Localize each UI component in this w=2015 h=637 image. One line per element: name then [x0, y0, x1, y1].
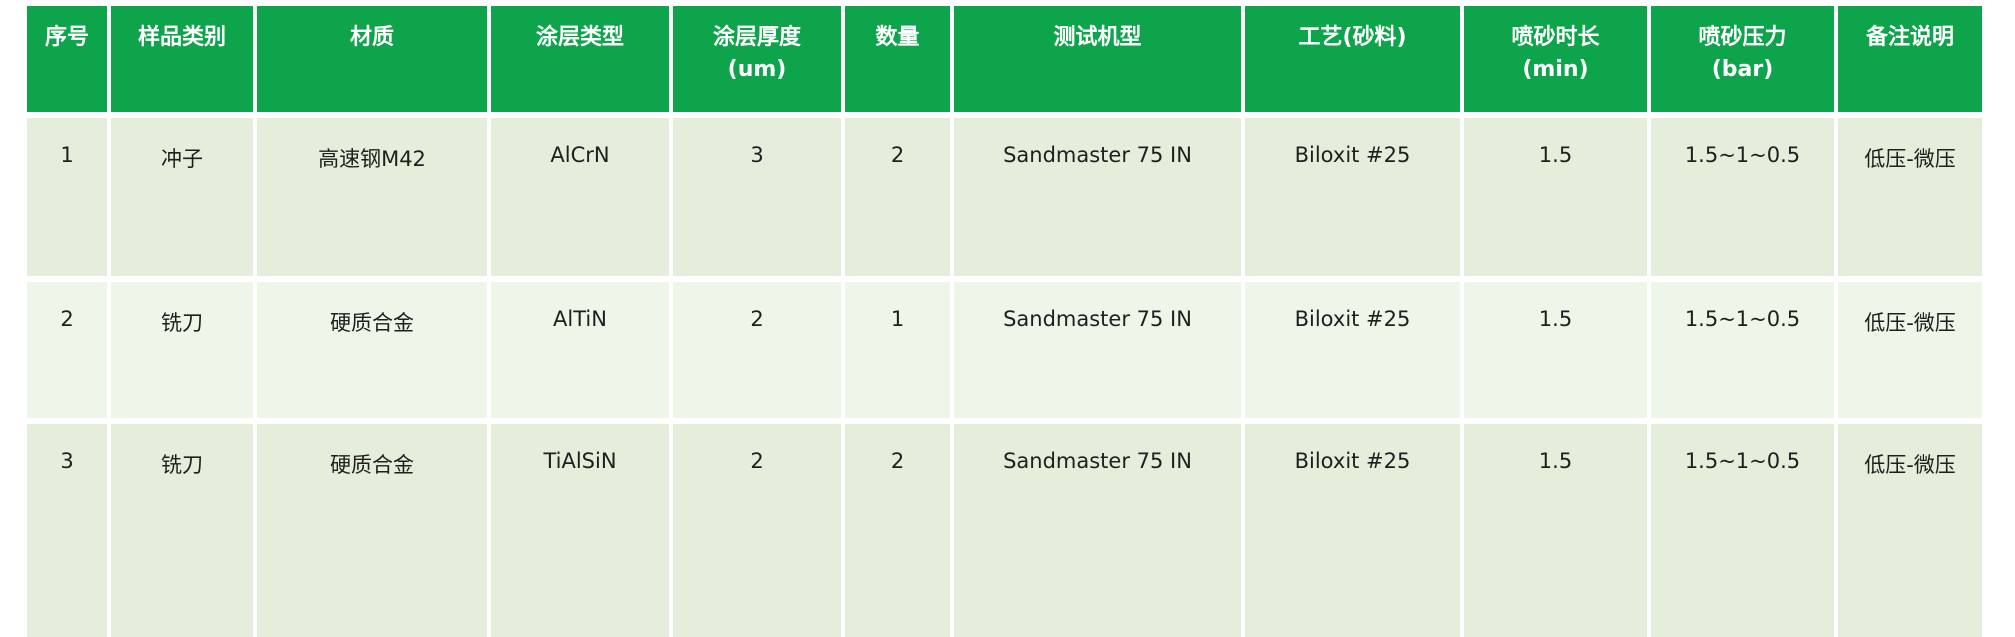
- cell-quantity: 2: [845, 424, 950, 637]
- cell-blasting-duration: 1.5: [1464, 424, 1647, 637]
- header-row: 序号 样品类别 材质 涂层类型 涂层厚度 (um) 数量 测试机型 工艺(砂料)…: [27, 6, 1982, 112]
- col-header-blasting-duration: 喷砂时长 (min): [1464, 6, 1647, 112]
- cell-process-abrasive: Biloxit #25: [1245, 282, 1460, 418]
- col-header-index: 序号: [27, 6, 107, 112]
- col-header-coating-type: 涂层类型: [491, 6, 669, 112]
- cell-index: 2: [27, 282, 107, 418]
- cell-process-abrasive: Biloxit #25: [1245, 424, 1460, 637]
- table-row: 1 冲子 高速钢M42 AlCrN 3 2 Sandmaster 75 IN B…: [27, 118, 1982, 276]
- cell-coating-type: AlTiN: [491, 282, 669, 418]
- cell-remarks: 低压-微压: [1838, 424, 1982, 637]
- cell-sample-type: 冲子: [111, 118, 253, 276]
- cell-blasting-pressure: 1.5~1~0.5: [1651, 282, 1834, 418]
- cell-process-abrasive: Biloxit #25: [1245, 118, 1460, 276]
- col-header-coating-thickness: 涂层厚度 (um): [673, 6, 841, 112]
- col-header-process-abrasive: 工艺(砂料): [1245, 6, 1460, 112]
- cell-remarks: 低压-微压: [1838, 118, 1982, 276]
- col-header-test-machine: 测试机型: [954, 6, 1241, 112]
- table-row: 3 铣刀 硬质合金 TiAlSiN 2 2 Sandmaster 75 IN B…: [27, 424, 1982, 637]
- cell-coating-type: TiAlSiN: [491, 424, 669, 637]
- cell-blasting-pressure: 1.5~1~0.5: [1651, 424, 1834, 637]
- cell-index: 3: [27, 424, 107, 637]
- cell-index: 1: [27, 118, 107, 276]
- col-header-remarks: 备注说明: [1838, 6, 1982, 112]
- cell-coating-type: AlCrN: [491, 118, 669, 276]
- table-row: 2 铣刀 硬质合金 AlTiN 2 1 Sandmaster 75 IN Bil…: [27, 282, 1982, 418]
- col-header-blasting-pressure: 喷砂压力 (bar): [1651, 6, 1834, 112]
- cell-sample-type: 铣刀: [111, 282, 253, 418]
- col-header-quantity: 数量: [845, 6, 950, 112]
- cell-test-machine: Sandmaster 75 IN: [954, 424, 1241, 637]
- cell-coating-thickness: 2: [673, 424, 841, 637]
- col-header-material: 材质: [257, 6, 487, 112]
- cell-material: 硬质合金: [257, 424, 487, 637]
- cell-test-machine: Sandmaster 75 IN: [954, 118, 1241, 276]
- cell-coating-thickness: 2: [673, 282, 841, 418]
- cell-remarks: 低压-微压: [1838, 282, 1982, 418]
- cell-coating-thickness: 3: [673, 118, 841, 276]
- cell-blasting-duration: 1.5: [1464, 118, 1647, 276]
- cell-blasting-duration: 1.5: [1464, 282, 1647, 418]
- cell-quantity: 2: [845, 118, 950, 276]
- cell-material: 硬质合金: [257, 282, 487, 418]
- cell-material: 高速钢M42: [257, 118, 487, 276]
- cell-quantity: 1: [845, 282, 950, 418]
- cell-blasting-pressure: 1.5~1~0.5: [1651, 118, 1834, 276]
- col-header-sample-type: 样品类别: [111, 6, 253, 112]
- coating-test-table: 序号 样品类别 材质 涂层类型 涂层厚度 (um) 数量 测试机型 工艺(砂料)…: [23, 0, 1986, 637]
- cell-test-machine: Sandmaster 75 IN: [954, 282, 1241, 418]
- cell-sample-type: 铣刀: [111, 424, 253, 637]
